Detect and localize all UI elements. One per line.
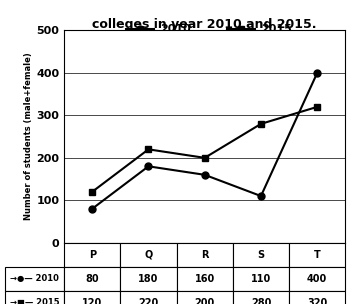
Text: 2010: 2010 bbox=[160, 24, 190, 34]
Text: 2015: 2015 bbox=[261, 24, 292, 34]
Text: colleges in year 2010 and 2015.: colleges in year 2010 and 2015. bbox=[93, 18, 317, 31]
Y-axis label: Number of students (male+female): Number of students (male+female) bbox=[24, 53, 33, 220]
